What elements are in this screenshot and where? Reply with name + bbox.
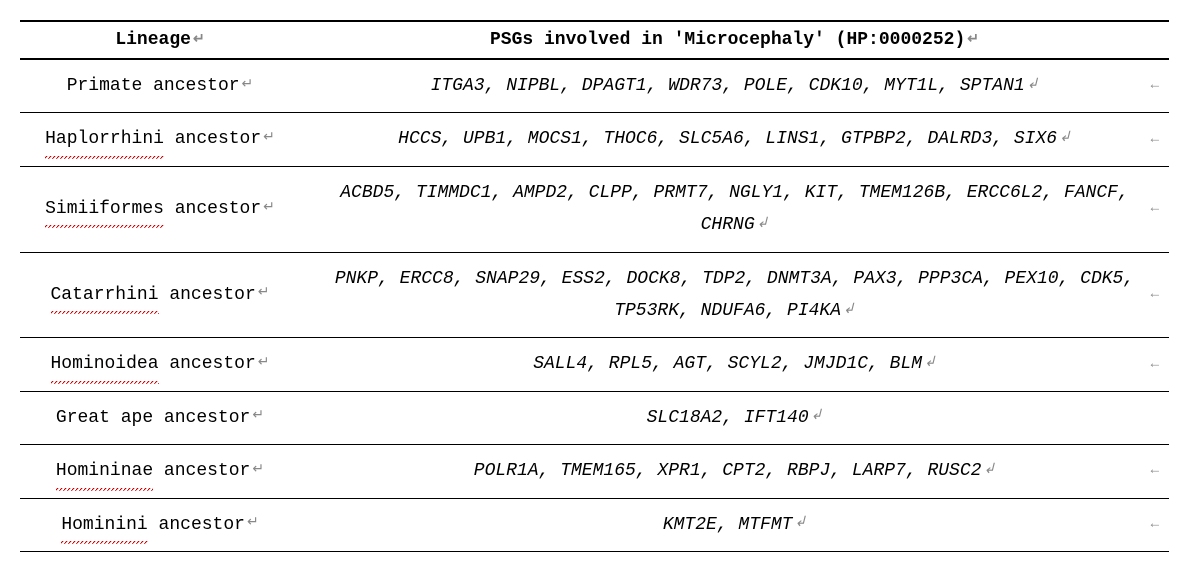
genes-cell: ACBD5, TIMMDC1, AMPD2, CLPP, PRMT7, NGLY… — [300, 166, 1169, 252]
lineage-cell: Haplorrhini ancestor↵ — [20, 113, 300, 166]
cell-end-mark: ↲ — [792, 515, 806, 531]
lineage-word: Haplorrhini — [45, 123, 164, 155]
lineage-cell: Homininae ancestor↵ — [20, 445, 300, 498]
return-mark: ↵ — [965, 32, 979, 48]
col-lineage-label: Lineage — [115, 30, 191, 50]
genes-text: ITGA3, NIPBL, DPAGT1, WDR73, POLE, CDK10… — [431, 76, 1025, 96]
genes-text: HCCS, UPB1, MOCS1, THOC6, SLC5A6, LINS1,… — [398, 129, 1057, 149]
table-body: Primate ancestor↵ITGA3, NIPBL, DPAGT1, W… — [20, 59, 1169, 551]
genes-text: SLC18A2, IFT140 — [647, 408, 809, 428]
paragraph-mark: ← — [1151, 197, 1159, 222]
lineage-word: Homininae — [56, 455, 153, 487]
lineage-suffix: ancestor — [142, 76, 239, 96]
cell-end-mark: ↲ — [1025, 77, 1039, 93]
genes-text: PNKP, ERCC8, SNAP29, ESS2, DOCK8, TDP2, … — [335, 269, 1134, 321]
table-row: Haplorrhini ancestor↵ HCCS, UPB1, MOCS1, … — [20, 113, 1169, 166]
return-mark: ↵ — [250, 408, 264, 424]
return-mark: ↵ — [261, 130, 275, 146]
lineage-suffix: ancestor — [153, 461, 250, 481]
lineage-suffix: ancestor — [159, 285, 256, 305]
paragraph-mark: ← — [1151, 74, 1159, 99]
genes-text: SALL4, RPL5, AGT, SCYL2, JMJD1C, BLM — [533, 354, 922, 374]
lineage-word: Catarrhini — [51, 279, 159, 311]
paragraph-mark: ← — [1151, 352, 1159, 377]
cell-end-mark: ↲ — [1057, 130, 1071, 146]
lineage-text: Primate ancestor↵ — [67, 70, 254, 102]
lineage-cell: Great ape ancestor↵ — [20, 391, 300, 444]
paragraph-mark: ← — [1151, 127, 1159, 152]
return-mark: ↵ — [191, 32, 205, 48]
col-genes: PSGs involved in 'Microcephaly' (HP:0000… — [300, 21, 1169, 59]
cell-end-mark: ↲ — [922, 355, 936, 371]
genes-cell: SLC18A2, IFT140↲ — [300, 391, 1169, 444]
lineage-cell: Catarrhini ancestor↵ — [20, 252, 300, 338]
genes-cell: POLR1A, TMEM165, XPR1, CPT2, RBPJ, LARP7… — [300, 445, 1169, 498]
cell-end-mark: ↲ — [755, 216, 769, 232]
table-row: Hominoidea ancestor↵ SALL4, RPL5, AGT, SC… — [20, 338, 1169, 391]
lineage-suffix: ancestor — [153, 408, 250, 428]
return-mark: ↵ — [250, 462, 264, 478]
return-mark: ↵ — [256, 285, 270, 301]
genes-cell: ITGA3, NIPBL, DPAGT1, WDR73, POLE, CDK10… — [300, 59, 1169, 113]
paragraph-mark: ← — [1151, 459, 1159, 484]
return-mark: ↵ — [261, 200, 275, 216]
table-row: Homininae ancestor↵ POLR1A, TMEM165, XPR1… — [20, 445, 1169, 498]
genes-cell: SALL4, RPL5, AGT, SCYL2, JMJD1C, BLM↲ ← — [300, 338, 1169, 391]
psg-table: Lineage↵ PSGs involved in 'Microcephaly'… — [20, 20, 1169, 552]
col-genes-label: PSGs involved in 'Microcephaly' (HP:0000… — [490, 30, 965, 50]
genes-cell: PNKP, ERCC8, SNAP29, ESS2, DOCK8, TDP2, … — [300, 252, 1169, 338]
cell-end-mark: ↲ — [809, 408, 823, 424]
lineage-word: Great ape — [56, 408, 153, 428]
genes-text: ACBD5, TIMMDC1, AMPD2, CLPP, PRMT7, NGLY… — [340, 183, 1129, 235]
lineage-text: Catarrhini ancestor↵ — [51, 279, 270, 311]
lineage-suffix: ancestor — [164, 129, 261, 149]
lineage-word: Hominoidea — [51, 348, 159, 380]
genes-cell: HCCS, UPB1, MOCS1, THOC6, SLC5A6, LINS1,… — [300, 113, 1169, 166]
return-mark: ↵ — [256, 355, 270, 371]
table-row: Primate ancestor↵ ITGA3, NIPBL, DPAGT1, W… — [20, 59, 1169, 113]
lineage-cell: Hominoidea ancestor↵ — [20, 338, 300, 391]
lineage-cell: Simiiformes ancestor↵ — [20, 166, 300, 252]
lineage-text: Homininae ancestor↵ — [56, 455, 264, 487]
return-mark: ↵ — [240, 77, 254, 93]
header-row: Lineage↵ PSGs involved in 'Microcephaly'… — [20, 21, 1169, 59]
col-lineage: Lineage↵ — [20, 21, 300, 59]
lineage-word: Simiiformes — [45, 193, 164, 225]
genes-text: POLR1A, TMEM165, XPR1, CPT2, RBPJ, LARP7… — [474, 461, 982, 481]
paragraph-mark: ← — [1151, 282, 1159, 307]
cell-end-mark: ↲ — [981, 462, 995, 478]
lineage-suffix: ancestor — [164, 199, 261, 219]
lineage-text: Haplorrhini ancestor↵ — [45, 123, 275, 155]
lineage-cell: Primate ancestor↵ — [20, 59, 300, 113]
table-row: Simiiformes ancestor↵ ACBD5, TIMMDC1, AMP… — [20, 166, 1169, 252]
cell-end-mark: ↲ — [841, 302, 855, 318]
lineage-text: Simiiformes ancestor↵ — [45, 193, 275, 225]
return-mark: ↵ — [245, 515, 259, 531]
lineage-word: Primate — [67, 76, 143, 96]
lineage-suffix: ancestor — [159, 354, 256, 374]
lineage-text: Hominoidea ancestor↵ — [51, 348, 270, 380]
table-row: Great ape ancestor↵ SLC18A2, IFT140↲ — [20, 391, 1169, 444]
table-row: Catarrhini ancestor↵ PNKP, ERCC8, SNAP29,… — [20, 252, 1169, 338]
lineage-text: Great ape ancestor↵ — [56, 402, 264, 434]
